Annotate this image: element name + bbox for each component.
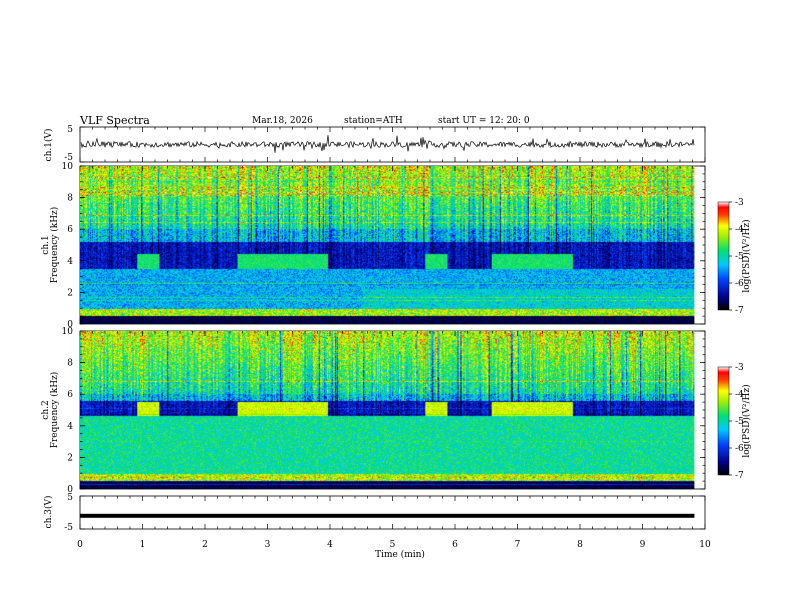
- ch1-spectrogram-ylabel-top: ch.1: [41, 235, 51, 254]
- ch1-colorbar-label: log(PSD)(V²/Hz): [741, 219, 752, 292]
- x-tick-label: 4: [327, 540, 333, 550]
- ch3-ytick-bottom: -5: [64, 523, 73, 533]
- y-tick-label: 10: [62, 327, 74, 337]
- ch1-ytick-bottom: -5: [64, 153, 73, 163]
- ch3-waveform-line: [80, 513, 695, 518]
- ch1-spectrogram-ylabel: Frequency (kHz): [49, 207, 60, 284]
- x-tick-label: 8: [577, 540, 583, 550]
- station-label: station=ATH: [344, 116, 403, 126]
- ch1-waveform-ylabel: ch.1(V): [43, 129, 54, 162]
- colorbar-tick-label: -6: [735, 444, 744, 454]
- ch2-colorbar: log(PSD)(V²/Hz): [717, 366, 752, 476]
- y-tick-label: 2: [67, 453, 73, 463]
- x-tick-label: 1: [140, 540, 146, 550]
- x-tick-label: 2: [202, 540, 208, 550]
- ch1-colorbar: log(PSD)(V²/Hz): [717, 201, 752, 311]
- colorbar-tick-label: -3: [735, 198, 744, 208]
- y-tick-label: 6: [67, 225, 73, 235]
- y-tick-label: 8: [67, 194, 73, 204]
- y-tick-label: 0: [67, 320, 73, 330]
- y-tick-label: 10: [62, 162, 74, 172]
- x-tick-label: 10: [699, 540, 711, 550]
- ch2-spectrogram-ylabel-top: ch.2: [41, 400, 51, 419]
- colorbar-tick-label: -3: [735, 363, 744, 373]
- date-label: Mar.18, 2026: [252, 116, 313, 126]
- start-time-label: start UT = 12: 20: 0: [438, 116, 530, 126]
- ch3-ytick-top: 5: [67, 493, 73, 503]
- x-tick-label: 3: [265, 540, 271, 550]
- x-tick-label: 5: [390, 540, 396, 550]
- y-tick-label: 4: [67, 422, 73, 432]
- colorbar-tick-label: -6: [735, 279, 744, 289]
- colorbar-tick-label: -5: [735, 417, 744, 427]
- ch2-colorbar-gradient: [717, 366, 730, 476]
- colorbar-tick-label: -5: [735, 252, 744, 262]
- ch1-spectrogram-image: [80, 166, 695, 324]
- x-axis-label: Time (min): [375, 549, 425, 560]
- y-tick-label: 0: [67, 485, 73, 495]
- colorbar-tick-label: -4: [735, 390, 744, 400]
- x-tick-label: 0: [77, 540, 83, 550]
- ch1-ytick-top: 5: [67, 125, 73, 135]
- x-tick-label: 9: [640, 540, 646, 550]
- figure-title: VLF Spectra: [79, 114, 150, 127]
- axis-ticks: 0 1 2 3 4 5 6 7 8 9 100246810-3-4-5-6-70246810-3-4…: [62, 126, 744, 550]
- y-tick-label: 2: [67, 288, 73, 298]
- y-tick-label: 6: [67, 390, 73, 400]
- ch1-colorbar-gradient: [717, 201, 730, 311]
- colorbar-tick-label: -7: [735, 471, 744, 481]
- ch2-spectrogram-ylabel: Frequency (kHz): [49, 372, 60, 449]
- ch3-waveform-ylabel: ch.3(V): [43, 496, 54, 529]
- y-tick-label: 8: [67, 359, 73, 369]
- y-tick-label: 4: [67, 257, 73, 267]
- ch1-waveform-line: [80, 135, 695, 153]
- ch2-colorbar-label: log(PSD)(V²/Hz): [741, 384, 752, 457]
- x-tick-label: 6: [452, 540, 458, 550]
- colorbar-tick-label: -7: [735, 306, 744, 316]
- x-tick-label: 7: [515, 540, 521, 550]
- colorbar-tick-label: -4: [735, 225, 744, 235]
- ch2-spectrogram-image: [80, 331, 695, 489]
